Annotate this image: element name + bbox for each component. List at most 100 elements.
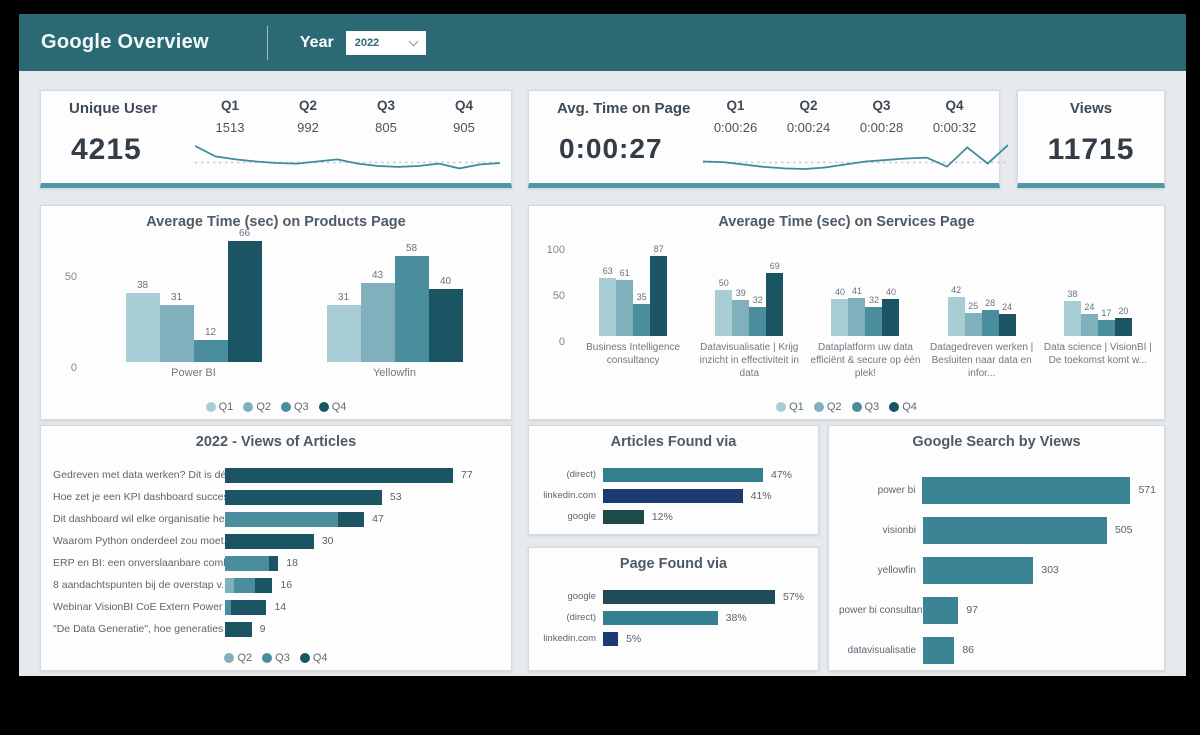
- category-label: Yellowfin: [372, 367, 416, 379]
- bar[interactable]: [923, 556, 1034, 584]
- bar[interactable]: [225, 467, 453, 483]
- bar-value-label: 9: [259, 623, 266, 635]
- bar-value-label: 87: [653, 243, 664, 254]
- bar[interactable]: [360, 283, 395, 362]
- bar[interactable]: [923, 516, 1107, 544]
- bar[interactable]: [1097, 320, 1115, 336]
- kpi-card-views: Views 11715: [1017, 90, 1165, 188]
- legend-dot: [205, 402, 216, 412]
- bar-row: Webinar VisionBI CoE Extern Power ... 14: [53, 596, 501, 618]
- bar[interactable]: [603, 610, 718, 625]
- bar[interactable]: [981, 310, 999, 336]
- bar[interactable]: [882, 299, 900, 336]
- legend-label: Q4: [331, 401, 347, 413]
- bar[interactable]: [732, 300, 750, 336]
- legend-dot: [318, 402, 329, 412]
- bar-segment: [225, 599, 231, 615]
- bar-row: google 57%: [537, 586, 812, 607]
- bar[interactable]: [225, 577, 273, 593]
- category-label: Power BI: [171, 367, 216, 379]
- bars: 38 24 17 20: [1063, 289, 1132, 336]
- bar[interactable]: [1063, 301, 1081, 336]
- year-dropdown-value: 2022: [354, 36, 380, 49]
- bar-segment: [225, 489, 382, 505]
- bar-value-label: 53: [389, 491, 402, 503]
- bar[interactable]: [1114, 317, 1132, 336]
- bar-value-label: 47%: [771, 468, 793, 481]
- y-axis-tick: 100: [546, 244, 565, 256]
- bar[interactable]: [193, 340, 228, 362]
- kpi-value: 11715: [1047, 133, 1135, 166]
- bar[interactable]: [225, 621, 252, 637]
- bar-label: linkedin.com: [543, 633, 596, 644]
- bar[interactable]: [865, 306, 883, 336]
- bar-value-label: 32: [868, 294, 879, 305]
- bar[interactable]: [227, 241, 262, 362]
- bar[interactable]: [394, 255, 429, 362]
- bar[interactable]: [225, 511, 365, 527]
- bar-group: 38 31 12 66 Power BI: [125, 228, 262, 385]
- bar[interactable]: [947, 297, 965, 336]
- legend-label: Q3: [294, 401, 309, 413]
- bar-label: visionbi: [882, 524, 916, 536]
- bar-value-label: 41%: [750, 489, 772, 502]
- kpi-card-avg-time: Avg. Time on Page 0:00:27 Q1 Q2 Q3 Q4 0:00…: [528, 90, 1008, 188]
- bar[interactable]: [225, 533, 314, 549]
- year-dropdown[interactable]: 2022: [345, 30, 426, 55]
- bar-row: power bi 571: [839, 470, 1156, 510]
- bar[interactable]: [964, 313, 982, 336]
- bar-value-label: 12%: [651, 510, 673, 523]
- bar[interactable]: [848, 298, 866, 336]
- bar[interactable]: [923, 596, 959, 624]
- category-label: Data science | VisionBI | De toekomst ko…: [1043, 342, 1152, 366]
- bar[interactable]: [603, 488, 743, 503]
- bar[interactable]: [616, 279, 634, 336]
- bar[interactable]: [225, 489, 382, 505]
- kpi-title: Unique User: [69, 100, 158, 117]
- bar-row: linkedin.com 5%: [537, 628, 812, 649]
- bar[interactable]: [633, 303, 651, 336]
- bar[interactable]: [603, 467, 763, 482]
- bar-value-label: 24: [1084, 301, 1095, 312]
- bar[interactable]: [923, 636, 955, 664]
- legend-item: Q2: [813, 401, 842, 413]
- bar[interactable]: [766, 272, 784, 336]
- bar-value-label: 30: [321, 535, 334, 547]
- kpi-value: 0:00:27: [559, 133, 663, 164]
- legend-dot: [889, 402, 900, 412]
- bar[interactable]: [715, 290, 733, 336]
- bar[interactable]: [998, 313, 1016, 336]
- bar[interactable]: [831, 299, 849, 336]
- y-axis: 0 50: [55, 206, 81, 419]
- bar[interactable]: [225, 555, 279, 571]
- bar[interactable]: [326, 305, 361, 362]
- bar[interactable]: [428, 288, 463, 362]
- bar[interactable]: [1080, 313, 1098, 336]
- bar[interactable]: [603, 631, 619, 646]
- bar[interactable]: [922, 476, 1131, 504]
- category-label: Business Intelligence consultancy: [586, 342, 681, 366]
- bar-segment: [225, 511, 338, 527]
- bar[interactable]: [749, 306, 767, 336]
- bar-label: yellowfin: [877, 564, 916, 576]
- bar[interactable]: [603, 509, 644, 524]
- bar[interactable]: [603, 589, 775, 604]
- legend-dot: [281, 402, 291, 412]
- bar-label: linkedin.com: [543, 490, 596, 501]
- kpi-title: Avg. Time on Page: [557, 100, 691, 117]
- bar[interactable]: [599, 278, 617, 336]
- year-filter-label: Year: [299, 33, 334, 51]
- bar[interactable]: [650, 255, 668, 336]
- bar-segment: [254, 577, 273, 593]
- legend-item: Q2: [224, 652, 252, 664]
- bar-label: Waarom Python onderdeel zou moet...: [53, 535, 225, 547]
- bar-group: 38 24 17 20 Data science | VisionBI | De toe…: [1040, 289, 1156, 393]
- bar[interactable]: [159, 305, 194, 362]
- bar[interactable]: [125, 292, 160, 362]
- bar-value-label: 24: [1002, 301, 1013, 312]
- legend-item: Q1: [205, 401, 233, 413]
- chart-card-services: Average Time (sec) on Services Page 0 50 1…: [528, 205, 1165, 420]
- bars: 40 41 32 40: [831, 286, 900, 336]
- bar[interactable]: [225, 599, 267, 615]
- bar-row: linkedin.com 41%: [537, 485, 812, 506]
